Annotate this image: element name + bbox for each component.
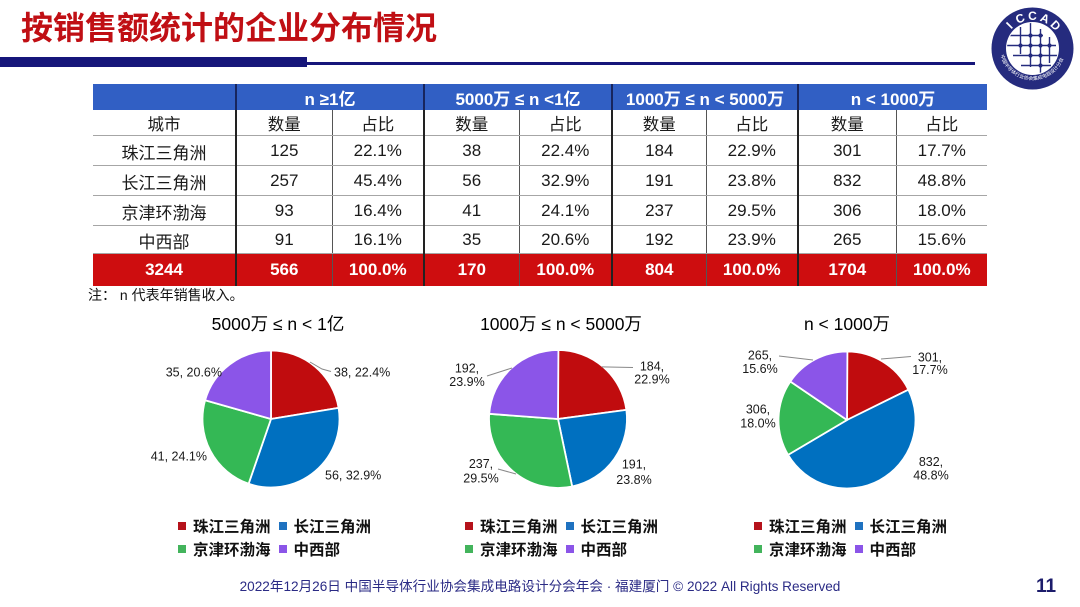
svg-text:23.8%: 23.8% [616, 473, 651, 487]
svg-text:306,: 306, [746, 403, 770, 417]
svg-text:17.7%: 17.7% [912, 363, 947, 377]
svg-text:29.5%: 29.5% [463, 472, 498, 486]
svg-text:23.9%: 23.9% [449, 375, 484, 389]
svg-text:301,: 301, [918, 351, 942, 365]
svg-text:35, 20.6%: 35, 20.6% [166, 366, 222, 380]
svg-text:41, 24.1%: 41, 24.1% [151, 450, 207, 464]
svg-text:192,: 192, [455, 362, 479, 376]
svg-text:191,: 191, [622, 458, 646, 472]
svg-text:18.0%: 18.0% [740, 417, 775, 431]
svg-text:265,: 265, [748, 349, 772, 363]
svg-text:56, 32.9%: 56, 32.9% [325, 469, 381, 483]
svg-text:184,: 184, [640, 360, 664, 374]
svg-text:15.6%: 15.6% [742, 362, 777, 376]
svg-text:832,: 832, [919, 455, 943, 469]
svg-text:237,: 237, [469, 457, 493, 471]
svg-text:48.8%: 48.8% [913, 469, 948, 483]
svg-text:22.9%: 22.9% [634, 373, 669, 387]
svg-text:38, 22.4%: 38, 22.4% [334, 366, 390, 380]
svg-text:C: C [1028, 9, 1037, 23]
